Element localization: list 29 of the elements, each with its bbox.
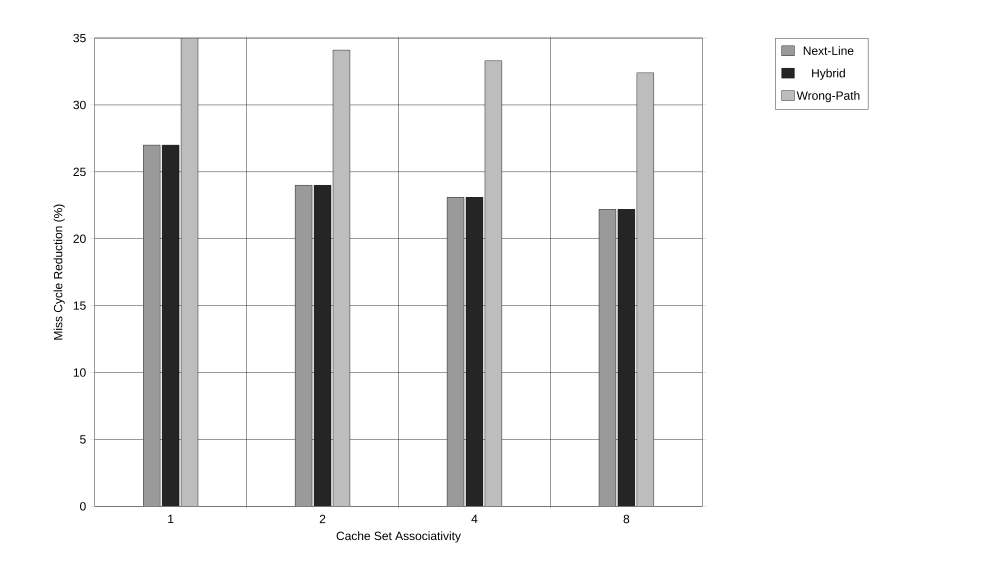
y-axis-title: Miss Cycle Reduction (%) <box>54 204 65 340</box>
legend-label: Wrong-Path <box>796 91 860 102</box>
y-tick-label: 10 <box>74 368 86 377</box>
bar <box>484 60 502 506</box>
bar <box>332 50 350 506</box>
bar <box>162 144 180 506</box>
y-tick-label: 20 <box>74 234 86 243</box>
y-tick-label: 15 <box>74 301 86 310</box>
bar <box>598 209 616 506</box>
bar <box>143 144 160 506</box>
bar <box>466 197 484 506</box>
bar <box>294 185 312 506</box>
x-tick-label: 8 <box>624 514 630 524</box>
x-axis-title: Cache Set Associativity <box>336 531 461 543</box>
y-tick-label: 30 <box>73 100 86 110</box>
y-tick-label: 0 <box>80 502 86 511</box>
legend-label: Hybrid <box>812 68 845 80</box>
legend-label: Next-Line <box>804 46 854 55</box>
bar <box>446 197 464 506</box>
x-tick-label: 2 <box>320 514 326 524</box>
y-tick-label: 35 <box>73 34 86 42</box>
x-tick-label: 1 <box>168 514 174 523</box>
bar <box>314 185 332 506</box>
y-tick-label: 5 <box>80 435 86 444</box>
bar <box>180 38 198 506</box>
x-tick-label: 4 <box>471 514 478 523</box>
y-tick-label: 25 <box>74 168 86 176</box>
bar <box>618 209 636 506</box>
bar <box>636 72 654 506</box>
